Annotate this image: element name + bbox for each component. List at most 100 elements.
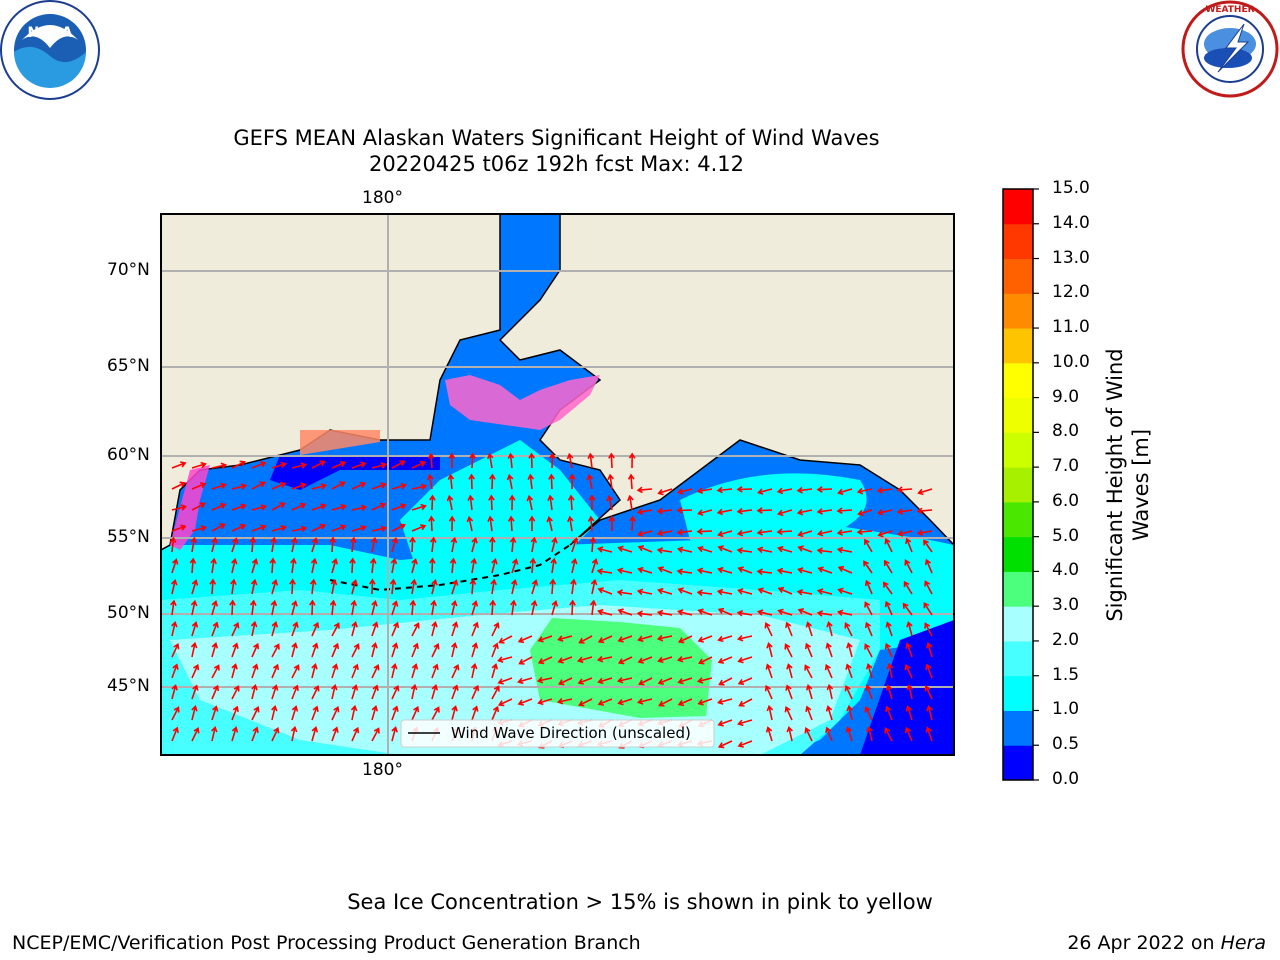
colorbar-label-line1: Significant Height of Wind (1103, 348, 1127, 622)
wind-wave-arrow (549, 452, 556, 469)
wind-wave-arrow (577, 656, 593, 664)
wind-wave-arrow (587, 515, 595, 532)
wind-wave-arrow (211, 600, 219, 616)
wind-wave-arrow (189, 557, 197, 574)
wind-wave-arrow (596, 568, 613, 575)
wind-wave-arrow (756, 507, 773, 514)
wind-wave-arrow (311, 705, 319, 721)
wind-wave-arrow (698, 656, 713, 665)
wind-wave-arrow (884, 642, 893, 658)
wind-wave-arrow (510, 599, 517, 616)
chart-title: GEFS MEAN Alaskan Waters Significant Hei… (233, 126, 880, 150)
wind-wave-arrow (429, 494, 436, 511)
wind-wave-arrow (884, 538, 893, 553)
wind-wave-arrow (311, 726, 319, 742)
wind-wave-arrow (657, 656, 673, 664)
wind-wave-arrow (636, 610, 653, 618)
wind-wave-arrow (411, 558, 418, 574)
wind-wave-arrow (638, 677, 653, 686)
wind-wave-arrow (489, 473, 496, 490)
wind-wave-arrow (845, 726, 853, 742)
colorbar-tick-label: 4.0 (1052, 560, 1080, 581)
wind-wave-arrow (171, 620, 178, 637)
wind-wave-arrow (471, 642, 479, 658)
wind-wave-arrow (597, 608, 613, 616)
wave-region-0-5m-north (270, 455, 440, 490)
wind-wave-arrow (229, 599, 236, 616)
wind-wave-arrow (637, 566, 653, 574)
wind-wave-arrow (616, 677, 633, 684)
wind-wave-arrow (170, 599, 177, 616)
wind-wave-arrow (765, 726, 773, 742)
wind-wave-arrow (697, 698, 713, 706)
wind-wave-arrow (491, 705, 500, 721)
wind-wave-arrow (251, 642, 260, 658)
wind-wave-arrow (764, 622, 773, 637)
wind-wave-arrow (431, 663, 439, 679)
wind-wave-arrow (903, 580, 913, 595)
gridlines (161, 214, 954, 755)
wind-wave-arrow (410, 683, 418, 700)
colorbar-tick-label: 12.0 (1052, 282, 1090, 303)
colorbar-bin (1003, 362, 1033, 399)
wind-wave-arrow (469, 452, 476, 469)
wind-wave-arrow (511, 558, 519, 574)
legend-label: Wind Wave Direction (unscaled) (451, 724, 691, 742)
colorbar-bin (1003, 258, 1033, 294)
national-weather-service-logo: WEATHER (1181, 0, 1279, 98)
wind-wave-arrow (537, 656, 553, 665)
wind-wave-arrow (451, 579, 459, 595)
wind-wave-arrow (291, 525, 308, 533)
wind-wave-arrow (885, 684, 893, 700)
wind-wave-arrow (371, 482, 387, 490)
wind-wave-arrow (331, 481, 346, 490)
wind-wave-arrow (764, 684, 773, 700)
wind-wave-arrow (351, 579, 358, 595)
wind-wave-arrow (251, 524, 267, 532)
wind-wave-arrow (917, 488, 933, 496)
colorbar-bin (1003, 397, 1033, 433)
wind-wave-arrow (427, 452, 435, 469)
wind-wave-arrow (467, 494, 475, 511)
wind-wave-arrow (190, 599, 198, 616)
wind-wave-arrow (269, 557, 277, 574)
wind-wave-arrow (231, 537, 239, 553)
wind-wave-arrow (489, 599, 497, 616)
wind-wave-arrow (756, 609, 773, 616)
wind-wave-arrow (191, 704, 198, 721)
wind-wave-arrow (250, 578, 258, 595)
wind-wave-arrow (371, 641, 378, 658)
wind-wave-arrow (171, 578, 178, 595)
wind-wave-arrow (511, 578, 518, 595)
wind-wave-arrow (466, 515, 474, 532)
wind-wave-arrow (517, 677, 533, 685)
wind-wave-arrow (766, 641, 773, 658)
chart-subtitle: 20220425 t06z 192h fcst Max: 4.12 (369, 152, 744, 176)
colorbar-tick-label: 0.0 (1052, 769, 1080, 789)
wind-wave-arrow (737, 719, 753, 727)
wind-wave-arrow (271, 621, 279, 637)
wind-wave-arrow (557, 656, 573, 664)
wind-wave-arrow (191, 461, 207, 469)
wind-wave-arrow (211, 462, 228, 469)
wind-wave-arrow (817, 566, 833, 574)
lat-label-60n: 60°N (107, 445, 150, 465)
wind-wave-arrow (211, 725, 218, 742)
wind-wave-arrow (391, 726, 398, 742)
wind-wave-arrow (527, 473, 535, 490)
wind-wave-arrow (617, 608, 633, 616)
wind-wave-arrow (271, 684, 279, 700)
wind-wave-arrow (451, 641, 458, 658)
wind-wave-arrow (211, 642, 219, 658)
wind-wave-arrow (925, 642, 933, 658)
wind-wave-arrow (371, 621, 379, 637)
wind-wave-arrow (310, 557, 318, 574)
wind-wave-arrow (171, 524, 187, 532)
wind-wave-arrow (351, 461, 367, 469)
wind-wave-arrow (864, 601, 873, 616)
wind-wave-arrow (506, 473, 514, 490)
colorbar-bin (1003, 467, 1033, 503)
wind-wave-arrow (191, 684, 199, 700)
wind-wave-arrow (844, 622, 853, 637)
wind-wave-arrow (547, 494, 554, 511)
